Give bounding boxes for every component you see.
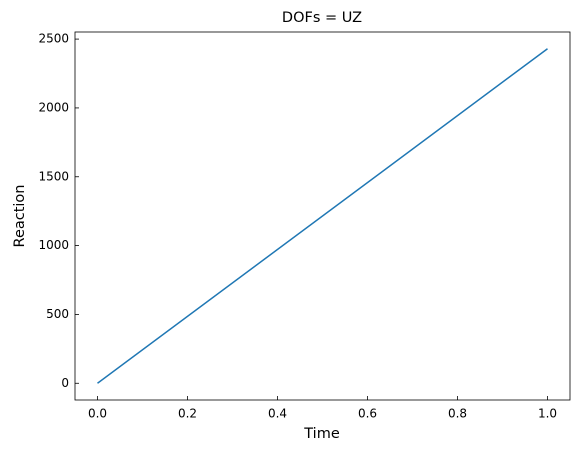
x-axis-label: Time: [303, 426, 340, 442]
y-tick-label: 1000: [38, 238, 69, 252]
x-tick-label: 0.0: [88, 407, 107, 421]
x-tick-label: 0.4: [268, 407, 287, 421]
y-tick-label: 500: [46, 307, 69, 321]
x-tick-label: 0.2: [178, 407, 197, 421]
y-tick-label: 2000: [38, 100, 69, 114]
y-tick-label: 2500: [38, 32, 69, 46]
x-tick-label: 1.0: [538, 407, 557, 421]
x-tick-label: 0.8: [448, 407, 467, 421]
x-tick-label: 0.6: [358, 407, 377, 421]
y-tick-label: 0: [61, 376, 69, 390]
data-line: [97, 48, 548, 384]
y-tick-label: 1500: [38, 169, 69, 183]
chart-title: DOFs = UZ: [282, 10, 362, 26]
y-axis-label: Reaction: [12, 185, 28, 248]
plot-frame: [74, 31, 571, 401]
